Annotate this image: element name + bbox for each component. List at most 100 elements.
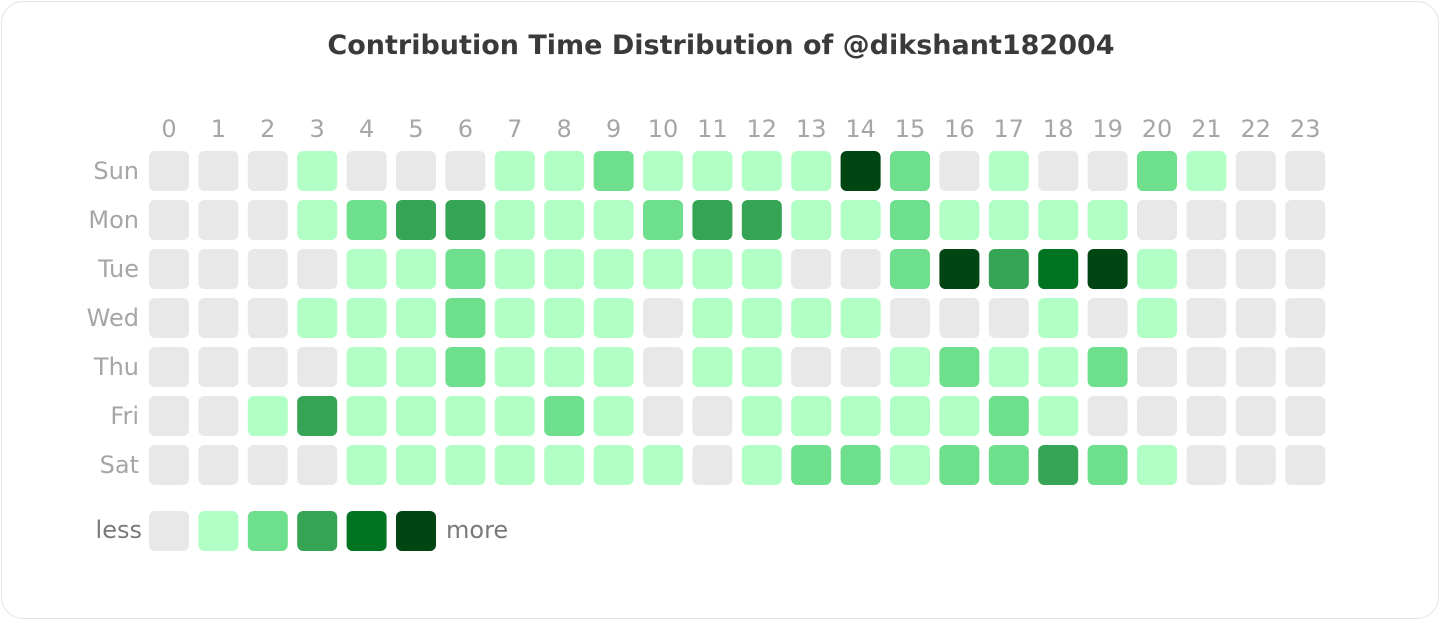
heatmap-cell [939, 249, 980, 289]
heatmap-cell [1285, 298, 1326, 338]
heatmap-cell [544, 200, 585, 240]
heatmap-cell [445, 249, 486, 289]
legend-swatch [396, 511, 436, 551]
heatmap-cell [890, 298, 930, 338]
heatmap-cell [593, 200, 634, 240]
heatmap-cell [396, 396, 436, 436]
hour-label-18: 18 [1043, 115, 1074, 143]
heatmap-cell [791, 396, 832, 436]
heatmap-cell [791, 249, 832, 289]
hour-label-23: 23 [1290, 115, 1321, 143]
heatmap-cell [1137, 445, 1177, 485]
heatmap-cell [494, 151, 535, 191]
heatmap-cell [544, 445, 585, 485]
day-label-sun: Sun [93, 157, 139, 185]
hour-label-16: 16 [944, 115, 975, 143]
heatmap-cell [297, 347, 338, 387]
heatmap-cell [643, 298, 683, 338]
hour-label-3: 3 [310, 115, 325, 143]
heatmap-cell [346, 445, 387, 485]
heatmap-cell [1186, 151, 1227, 191]
hour-label-11: 11 [697, 115, 728, 143]
heatmap-cell [1137, 200, 1177, 240]
heatmap-cell [840, 396, 881, 436]
legend-swatch [247, 511, 288, 551]
heatmap-cell [149, 298, 189, 338]
heatmap-cell [741, 396, 782, 436]
heatmap-cell [988, 445, 1029, 485]
heatmap-cell [494, 396, 535, 436]
heatmap-cell [593, 298, 634, 338]
heatmap-cell [1186, 298, 1227, 338]
heatmap-cell [445, 200, 486, 240]
hour-label-14: 14 [845, 115, 876, 143]
heatmap-cell [445, 445, 486, 485]
hour-label-8: 8 [557, 115, 572, 143]
heatmap-cell [741, 151, 782, 191]
hour-label-12: 12 [747, 115, 778, 143]
heatmap-cell [396, 151, 436, 191]
chart-title: Contribution Time Distribution of @diksh… [327, 30, 1115, 61]
heatmap-cell [1038, 298, 1079, 338]
heatmap-cell [890, 249, 930, 289]
heatmap-cell [692, 249, 733, 289]
heatmap-cell [247, 200, 288, 240]
heatmap-cell [198, 200, 239, 240]
heatmap-cell [643, 347, 683, 387]
heatmap-cell [939, 298, 980, 338]
heatmap-cell [297, 200, 338, 240]
heatmap-cell [741, 445, 782, 485]
heatmap-cell [1038, 249, 1079, 289]
heatmap-cell [1235, 151, 1276, 191]
heatmap-cell [445, 151, 486, 191]
heatmap-cell [840, 445, 881, 485]
heatmap-cell [791, 445, 832, 485]
heatmap-cell [643, 249, 683, 289]
heatmap-cell [396, 347, 436, 387]
heatmap-cell [939, 151, 980, 191]
heatmap-cell [1038, 200, 1079, 240]
heatmap-cell [741, 200, 782, 240]
heatmap-cell [544, 396, 585, 436]
heatmap-cell [297, 249, 338, 289]
day-label-tue: Tue [97, 255, 139, 283]
heatmap-cell [198, 445, 239, 485]
heatmap-cell [1285, 200, 1326, 240]
hour-label-6: 6 [458, 115, 473, 143]
heatmap-cell [890, 151, 930, 191]
heatmap-cell [593, 249, 634, 289]
hour-label-19: 19 [1092, 115, 1123, 143]
heatmap-cell [840, 347, 881, 387]
heatmap-cell [741, 298, 782, 338]
heatmap-cell [198, 151, 239, 191]
heatmap-cell [396, 249, 436, 289]
heatmap-cell [1137, 151, 1177, 191]
heatmap-cell [1235, 396, 1276, 436]
heatmap-cell [1235, 249, 1276, 289]
heatmap-cell [494, 347, 535, 387]
heatmap-cell [198, 249, 239, 289]
heatmap-cell [1235, 200, 1276, 240]
heatmap-cell [396, 298, 436, 338]
legend-swatch [346, 511, 387, 551]
heatmap-cell [840, 298, 881, 338]
heatmap-cell [692, 200, 733, 240]
hour-label-15: 15 [895, 115, 926, 143]
heatmap-cell [346, 347, 387, 387]
hour-label-4: 4 [359, 115, 374, 143]
heatmap-cell [840, 200, 881, 240]
heatmap-cell [988, 200, 1029, 240]
hour-label-2: 2 [260, 115, 275, 143]
heatmap-cell [247, 249, 288, 289]
heatmap-cell [445, 396, 486, 436]
heatmap-cell [346, 396, 387, 436]
heatmap-cell [1137, 396, 1177, 436]
legend-swatch [198, 511, 239, 551]
heatmap-cell [939, 445, 980, 485]
heatmap-cell [149, 151, 189, 191]
heatmap-cell [1186, 396, 1227, 436]
heatmap-cell [593, 151, 634, 191]
heatmap-cell [297, 396, 338, 436]
heatmap-cell [346, 298, 387, 338]
